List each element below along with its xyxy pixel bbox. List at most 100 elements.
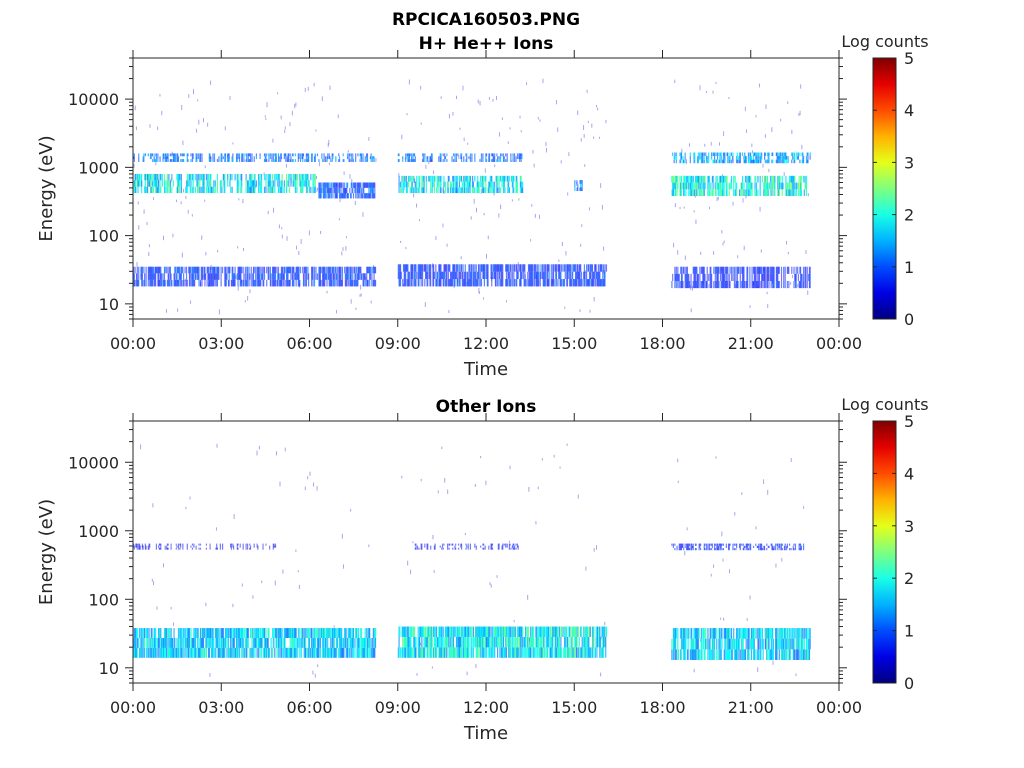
band-count-mark <box>591 279 593 287</box>
band-count-mark <box>186 159 188 162</box>
band-count-mark <box>286 180 288 187</box>
band-count-mark <box>404 271 406 280</box>
band-count-mark <box>201 628 203 638</box>
band-count-mark <box>439 156 441 160</box>
background-count-mark <box>243 247 245 252</box>
band-count-mark <box>295 628 297 638</box>
band-count-mark <box>149 173 151 181</box>
band-count-mark <box>370 187 372 194</box>
band-count-mark <box>721 266 723 274</box>
band-count-mark <box>782 152 784 157</box>
band-count-mark <box>327 182 330 188</box>
band-count-mark <box>319 193 321 199</box>
band-count-mark <box>265 543 267 546</box>
band-count-mark <box>422 156 424 160</box>
band-count-mark <box>274 279 277 287</box>
band-count-mark <box>455 153 458 157</box>
band-count-mark <box>289 266 291 274</box>
band-count-mark <box>676 189 678 197</box>
band-count-mark <box>581 183 583 188</box>
band-count-mark <box>327 266 329 274</box>
band-count-mark <box>569 279 572 287</box>
band-count-mark <box>176 273 178 280</box>
band-count-mark <box>324 187 327 194</box>
band-count-mark <box>716 273 718 281</box>
background-count-mark <box>347 150 349 153</box>
band-count-mark <box>259 173 261 181</box>
background-count-mark <box>432 534 434 540</box>
band-count-mark <box>272 628 274 638</box>
band-count-mark <box>221 647 224 658</box>
band-count-mark <box>805 156 808 160</box>
band-count-mark <box>204 279 206 287</box>
band-count-mark <box>771 545 773 549</box>
background-count-mark <box>790 458 792 462</box>
band-count-mark <box>733 189 735 197</box>
band-count-mark <box>133 156 135 160</box>
band-count-mark <box>759 152 761 157</box>
band-count-mark <box>472 187 474 194</box>
band-count-mark <box>294 153 296 157</box>
band-count-mark <box>184 279 186 287</box>
band-count-mark <box>274 647 276 658</box>
band-count-mark <box>311 156 313 160</box>
band-count-mark <box>713 280 715 289</box>
band-count-mark <box>467 547 469 550</box>
band-count-mark <box>688 548 690 551</box>
x-axis: 00:00 03:00 06:00 09:00 12:00 15:00 18:00 21:00… <box>110 50 862 353</box>
band-count-mark <box>374 193 376 199</box>
band-count-mark <box>408 279 410 287</box>
band-count-mark <box>764 152 766 157</box>
band-count-mark <box>209 266 211 274</box>
band-count-mark <box>577 183 579 188</box>
band-count-mark <box>330 647 332 658</box>
band-count-mark <box>440 156 442 160</box>
band-count-mark <box>268 628 270 638</box>
band-count-mark <box>323 628 325 638</box>
band-count-mark <box>213 266 215 274</box>
band-count-mark <box>358 187 360 194</box>
band-count-mark <box>211 637 213 648</box>
band-count-mark <box>347 153 349 157</box>
band-count-mark <box>520 279 522 287</box>
band-count-mark <box>727 280 729 289</box>
band-count-mark <box>227 173 229 181</box>
band-count-mark <box>757 159 759 164</box>
band-count-mark <box>766 152 769 157</box>
band-count-mark <box>780 548 783 551</box>
band-count-mark <box>280 156 282 160</box>
band-count-mark <box>475 279 477 287</box>
band-count-mark <box>327 628 330 638</box>
band-count-mark <box>477 181 479 188</box>
band-count-mark <box>460 156 463 160</box>
band-count-mark <box>717 545 719 549</box>
band-count-mark <box>786 182 788 190</box>
band-count-mark <box>773 548 775 551</box>
band-count-mark <box>263 637 266 648</box>
band-count-mark <box>152 273 155 280</box>
band-count-mark <box>694 273 696 281</box>
band-count-mark <box>454 153 456 157</box>
band-count-mark <box>372 187 374 194</box>
band-count-mark <box>171 647 173 658</box>
background-count-mark <box>546 147 548 153</box>
band-count-mark <box>374 266 376 274</box>
band-count-mark <box>345 266 347 274</box>
background-count-mark <box>745 193 747 199</box>
band-count-mark <box>488 156 491 160</box>
band-count-mark <box>696 266 698 274</box>
band-count-mark <box>765 175 767 183</box>
background-count-mark <box>723 240 725 244</box>
band-count-mark <box>364 279 366 287</box>
band-count-mark <box>197 156 199 160</box>
background-count-mark <box>679 207 681 210</box>
band-count-mark <box>334 266 336 274</box>
band-count-mark <box>755 189 758 197</box>
band-count-mark <box>147 547 149 550</box>
band-count-mark <box>208 647 210 658</box>
background-count-mark <box>498 132 500 137</box>
band-count-mark <box>208 159 210 162</box>
band-count-mark <box>138 547 140 550</box>
band-count-mark <box>476 181 478 188</box>
band-count-mark <box>699 280 701 289</box>
